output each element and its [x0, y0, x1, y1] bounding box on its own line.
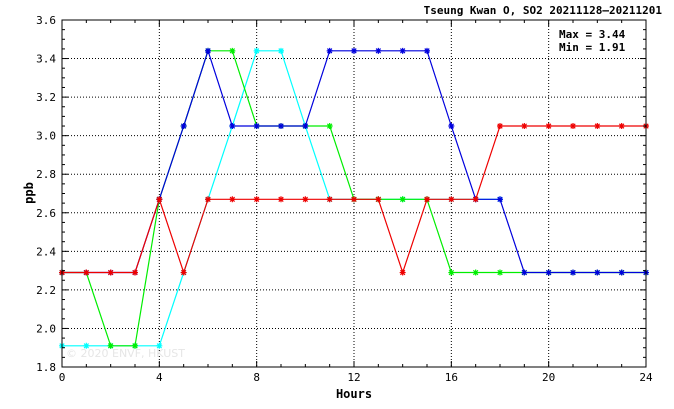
data-point-marker — [545, 269, 552, 276]
y-tick-label: 2.2 — [36, 284, 56, 297]
data-point-marker — [497, 123, 503, 130]
y-tick-label: 3.4 — [36, 53, 56, 66]
data-point-marker — [399, 269, 406, 276]
x-tick-label: 16 — [445, 371, 458, 384]
max-annotation: Max = 3.44 — [559, 28, 626, 41]
x-tick-label: 4 — [156, 371, 163, 384]
data-point-marker — [351, 47, 357, 54]
data-point-marker — [326, 196, 333, 203]
y-tick-label: 3.2 — [36, 91, 56, 104]
data-point-marker — [448, 123, 455, 130]
data-point-marker — [253, 123, 260, 130]
data-point-marker — [278, 123, 284, 130]
axis-ticks — [61, 19, 647, 368]
series-group — [59, 47, 649, 349]
data-point-marker — [83, 342, 90, 349]
data-point-marker — [618, 123, 625, 130]
y-axis-label: ppb — [22, 182, 36, 204]
data-point-marker — [302, 123, 309, 130]
data-point-marker — [205, 47, 211, 54]
data-point-marker — [253, 196, 260, 203]
data-point-marker — [570, 123, 576, 130]
data-point-marker — [156, 342, 163, 349]
y-tick-label: 2.0 — [36, 322, 56, 335]
data-point-marker — [570, 269, 576, 276]
x-axis-label: Hours — [336, 387, 372, 401]
data-point-marker — [497, 196, 503, 203]
x-tick-label: 20 — [542, 371, 555, 384]
x-tick-label: 8 — [253, 371, 260, 384]
data-point-marker — [253, 47, 260, 54]
data-point-marker — [375, 47, 382, 54]
data-point-marker — [180, 269, 187, 276]
data-point-marker — [521, 269, 528, 276]
data-point-marker — [180, 123, 187, 130]
data-point-marker — [521, 123, 528, 130]
y-tick-label: 3.6 — [36, 14, 56, 27]
data-point-marker — [472, 196, 479, 203]
data-point-marker — [132, 269, 138, 276]
data-point-marker — [229, 123, 236, 130]
y-tick-label: 2.4 — [36, 245, 56, 258]
data-point-marker — [107, 269, 114, 276]
chart-title: Tseung Kwan O, SO2 20211128–20211201 — [424, 4, 663, 17]
x-tick-label: 24 — [639, 371, 653, 384]
data-point-marker — [107, 342, 114, 349]
data-point-marker — [594, 269, 601, 276]
data-point-marker — [132, 342, 138, 349]
data-point-marker — [351, 196, 357, 203]
data-point-marker — [618, 269, 625, 276]
data-point-marker — [497, 269, 503, 276]
copyright-watermark: © 2020 ENVF, HKUST — [66, 347, 185, 360]
data-point-marker — [472, 269, 479, 276]
data-point-marker — [229, 196, 236, 203]
data-point-marker — [399, 47, 406, 54]
y-tick-label: 1.8 — [36, 361, 56, 374]
data-point-marker — [156, 196, 163, 203]
data-point-marker — [448, 196, 455, 203]
data-point-marker — [326, 123, 333, 130]
data-point-marker — [229, 47, 236, 54]
data-point-marker — [424, 47, 430, 54]
data-point-marker — [399, 196, 406, 203]
data-point-marker — [83, 269, 90, 276]
data-point-marker — [375, 196, 382, 203]
data-point-marker — [545, 123, 552, 130]
data-point-marker — [448, 269, 455, 276]
y-tick-label: 3.0 — [36, 130, 56, 143]
data-point-marker — [205, 196, 211, 203]
x-tick-label: 0 — [59, 371, 66, 384]
y-tick-label: 2.6 — [36, 207, 56, 220]
data-point-marker — [302, 196, 309, 203]
data-point-marker — [278, 47, 284, 54]
x-tick-labels: 0 4 8 12 16 20 24 — [59, 371, 653, 384]
data-point-marker — [278, 196, 284, 203]
data-point-marker — [424, 196, 430, 203]
x-tick-label: 12 — [347, 371, 360, 384]
data-point-marker — [594, 123, 601, 130]
series-3 — [59, 123, 649, 276]
y-tick-labels: 1.8 2.0 2.2 2.4 2.6 2.8 3.0 3.2 3.4 3.6 — [36, 14, 56, 374]
grid-lines — [62, 20, 646, 367]
min-annotation: Min = 1.91 — [559, 41, 626, 54]
data-point-marker — [326, 47, 333, 54]
y-tick-label: 2.8 — [36, 168, 56, 181]
